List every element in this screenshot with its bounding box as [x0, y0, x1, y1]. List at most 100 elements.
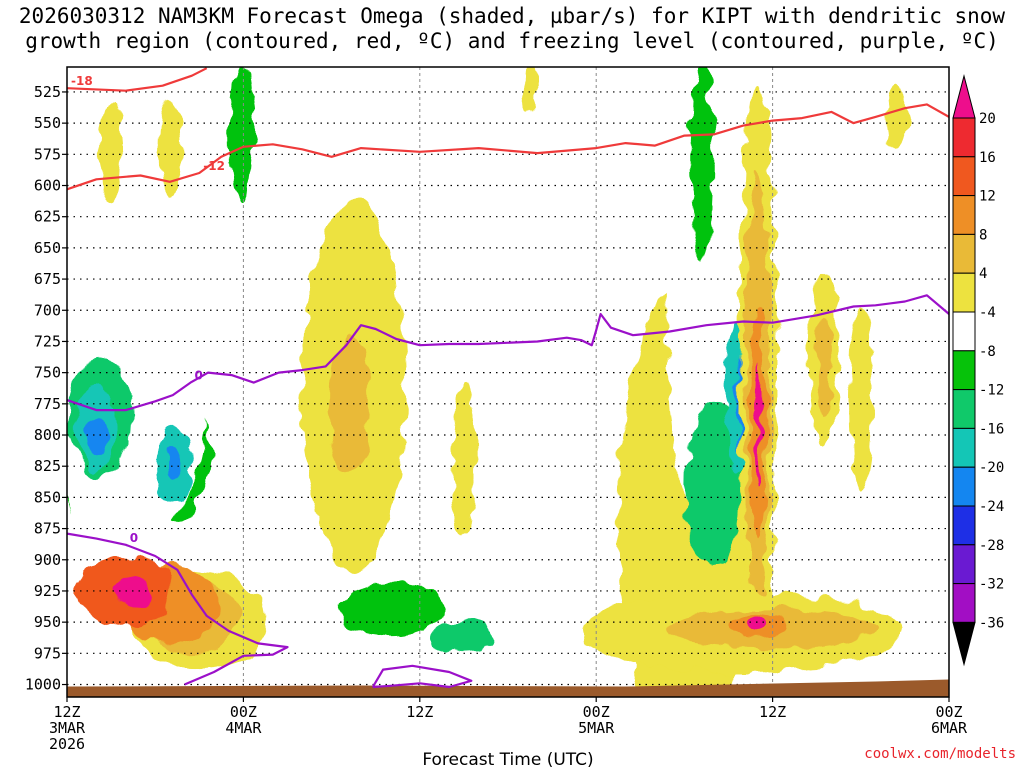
omega-region-44	[887, 85, 908, 149]
x-tick-label-0-1: 3MAR	[49, 719, 86, 737]
y-tick-label-925: 925	[34, 582, 61, 600]
x-tick-label-0-0: 12Z	[53, 703, 80, 721]
x-tick-label-36-0: 00Z	[583, 703, 610, 721]
colorbar-segment-9	[952, 466, 976, 507]
colorbar-segment-2	[952, 195, 976, 235]
colorbar-label-12: -32	[979, 577, 1004, 593]
freezing-contour-label-1: 0	[130, 531, 138, 545]
omega-region-7	[167, 445, 182, 480]
omega-region-46	[502, 67, 523, 149]
x-tick-label-12-1: 4MAR	[225, 719, 262, 737]
colorbar-label-5: -4	[979, 305, 996, 321]
colorbar: 20 16 12 8 4 -4 -8 -12 -16 -20 -24 -28 -32 -36	[952, 74, 1004, 667]
ground-surface	[67, 679, 949, 697]
x-tick-label-48-0: 12Z	[759, 703, 786, 721]
freezing-contour-0	[67, 294, 949, 412]
dendritic-contour-0	[67, 67, 208, 92]
contours: -18 -12 0 0	[67, 67, 949, 689]
credit-text: coolwx.com/modelts	[864, 746, 1016, 762]
plot-frame	[66, 66, 950, 698]
colorbar-label-10: -24	[979, 499, 1004, 515]
omega-region-40	[747, 615, 769, 631]
colorbar-segment-10	[952, 505, 976, 546]
title-line-2: growth region (contoured, red, ºC) and f…	[25, 29, 999, 53]
colorbar-segment-3	[952, 233, 976, 274]
colorbar-segment-12	[952, 583, 976, 623]
omega-region-9	[228, 67, 256, 205]
freezing-contour-1	[67, 532, 289, 686]
colorbar-top-arrow	[952, 74, 976, 119]
omega-region-17	[328, 335, 370, 473]
omega-region-26	[690, 67, 714, 261]
omega-region-42	[158, 98, 182, 198]
colorbar-label-2: 12	[979, 189, 996, 205]
colorbar-label-9: -20	[979, 460, 1004, 476]
x-tick-label-60-1: 6MAR	[931, 719, 968, 737]
colorbar-label-6: -8	[979, 344, 996, 360]
y-tick-label-900: 900	[34, 551, 61, 569]
colorbar-label-11: -28	[979, 538, 1004, 554]
freezing-contour-label-0: 0	[194, 369, 202, 383]
colorbar-label-0: 20	[979, 111, 996, 127]
colorbar-label-7: -12	[979, 383, 1004, 399]
y-tick-label-650: 650	[34, 239, 61, 257]
x-tick-label-24-0: 12Z	[406, 703, 433, 721]
colorbar-label-3: 8	[979, 227, 987, 243]
y-tick-label-850: 850	[34, 488, 61, 506]
y-tick-label-875: 875	[34, 520, 61, 538]
x-tick-label-0-2: 2026	[49, 735, 85, 753]
dendritic-contour-label-0: -18	[71, 74, 93, 88]
omega-region-33	[755, 360, 761, 485]
colorbar-segment-11	[952, 544, 976, 585]
y-tick-label-750: 750	[34, 364, 61, 382]
colorbar-label-8: -16	[979, 421, 1004, 437]
omega-region-36	[849, 304, 873, 492]
y-tick-label-825: 825	[34, 457, 61, 475]
y-tick-label-525: 525	[34, 83, 61, 101]
colorbar-segment-0	[952, 117, 976, 158]
grid-lines	[67, 67, 949, 697]
x-tick-label-36-1: 5MAR	[578, 719, 615, 737]
omega-region-43	[522, 67, 538, 114]
omega-region-15	[434, 619, 494, 655]
ground-fill	[67, 679, 949, 697]
y-tick-label-950: 950	[34, 613, 61, 631]
colorbar-label-13: -36	[979, 615, 1004, 631]
y-tick-label-675: 675	[34, 270, 61, 288]
freezing-contour-2	[371, 664, 473, 689]
axes: 525 550 575 600 625 650 675 700 725 750 775 800 825 8…	[25, 66, 968, 753]
omega-region-11	[258, 297, 288, 523]
y-tick-label-550: 550	[34, 114, 61, 132]
y-tick-label-800: 800	[34, 426, 61, 444]
omega-region-14	[338, 582, 442, 638]
dendritic-contour-1	[67, 103, 949, 191]
x-tick-label-12-0: 00Z	[230, 703, 257, 721]
colorbar-segment-4	[952, 272, 976, 313]
y-tick-label-700: 700	[34, 301, 61, 319]
omega-region-5	[86, 415, 107, 455]
omega-region-18	[452, 385, 476, 535]
omega-region-35	[816, 316, 832, 417]
chart-title: 2026030312 NAM3KM Forecast Omega (shaded…	[0, 4, 1024, 54]
title-line-1: 2026030312 NAM3KM Forecast Omega (shaded…	[18, 4, 1006, 28]
y-tick-label-775: 775	[34, 395, 61, 413]
colorbar-segment-8	[952, 427, 976, 468]
colorbar-segment-1	[952, 156, 976, 197]
colorbar-label-4: 4	[979, 266, 987, 282]
colorbar-segment-6	[952, 350, 976, 391]
omega-region-45	[879, 322, 925, 523]
colorbar-bottom-arrow	[952, 621, 976, 667]
y-tick-label-975: 975	[34, 644, 61, 662]
colorbar-segment-5	[952, 311, 976, 352]
y-tick-label-575: 575	[34, 145, 61, 163]
omega-shading	[67, 67, 945, 697]
x-axis-label: Forecast Time (UTC)	[422, 750, 593, 768]
y-tick-label-725: 725	[34, 332, 61, 350]
x-tick-label-60-0: 00Z	[935, 703, 962, 721]
colorbar-segment-7	[952, 389, 976, 429]
y-tick-label-600: 600	[34, 177, 61, 195]
colorbar-label-1: 16	[979, 150, 996, 166]
dendritic-contour-label-1: -12	[203, 159, 225, 173]
y-tick-label-625: 625	[34, 208, 61, 226]
